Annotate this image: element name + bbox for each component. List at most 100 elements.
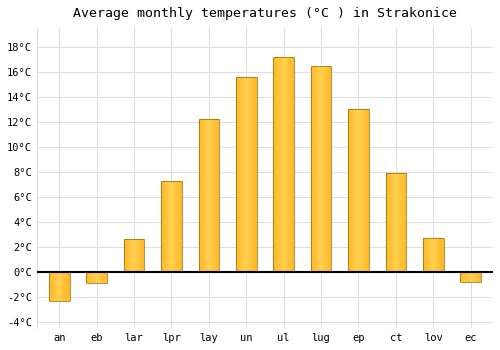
Bar (163, 181, 164, 272)
Bar (354, 109, 356, 272)
Bar (474, 272, 476, 282)
Bar (212, 119, 213, 272)
Bar (101, 272, 102, 283)
Bar (176, 181, 178, 272)
Bar (462, 272, 464, 282)
Bar (324, 65, 325, 272)
Bar (316, 65, 317, 272)
Bar (138, 239, 139, 272)
Bar (466, 272, 468, 282)
Bar (480, 272, 481, 282)
Bar (291, 57, 292, 272)
Bar (208, 119, 209, 272)
Bar (142, 239, 144, 272)
Bar (280, 57, 281, 272)
Bar (330, 65, 332, 272)
Bar (51, 272, 52, 301)
Bar (432, 238, 433, 272)
Bar (348, 109, 368, 272)
Bar (57, 272, 58, 301)
Bar (58, 272, 59, 301)
Bar (244, 77, 245, 272)
Bar (282, 57, 284, 272)
Bar (423, 238, 424, 272)
Bar (392, 173, 394, 272)
Bar (286, 57, 288, 272)
Bar (204, 119, 206, 272)
Bar (350, 109, 351, 272)
Bar (174, 181, 176, 272)
Bar (105, 272, 106, 283)
Bar (218, 119, 219, 272)
Bar (236, 77, 237, 272)
Bar (395, 173, 396, 272)
Bar (479, 272, 480, 282)
Bar (170, 181, 172, 272)
Bar (433, 238, 434, 272)
Bar (464, 272, 466, 282)
Bar (356, 109, 358, 272)
Bar (216, 119, 217, 272)
Bar (366, 109, 368, 272)
Bar (442, 238, 444, 272)
Bar (124, 239, 125, 272)
Bar (127, 239, 128, 272)
Bar (288, 57, 289, 272)
Bar (405, 173, 406, 272)
Bar (388, 173, 390, 272)
Bar (161, 181, 182, 272)
Bar (323, 65, 324, 272)
Bar (472, 272, 474, 282)
Bar (103, 272, 104, 283)
Bar (312, 65, 313, 272)
Bar (360, 109, 362, 272)
Bar (430, 238, 431, 272)
Bar (161, 181, 162, 272)
Bar (313, 65, 314, 272)
Bar (460, 272, 481, 282)
Bar (210, 119, 211, 272)
Bar (426, 238, 427, 272)
Bar (320, 65, 321, 272)
Bar (402, 173, 403, 272)
Bar (136, 239, 137, 272)
Bar (140, 239, 141, 272)
Bar (62, 272, 64, 301)
Bar (53, 272, 54, 301)
Bar (352, 109, 354, 272)
Bar (401, 173, 402, 272)
Bar (56, 272, 57, 301)
Bar (49, 272, 50, 301)
Bar (328, 65, 330, 272)
Bar (172, 181, 174, 272)
Bar (423, 238, 444, 272)
Bar (209, 119, 210, 272)
Bar (434, 238, 436, 272)
Bar (317, 65, 318, 272)
Bar (104, 272, 105, 283)
Bar (164, 181, 166, 272)
Bar (386, 173, 406, 272)
Bar (349, 109, 350, 272)
Bar (293, 57, 294, 272)
Bar (213, 119, 214, 272)
Bar (476, 272, 477, 282)
Bar (242, 77, 243, 272)
Bar (326, 65, 327, 272)
Bar (207, 119, 208, 272)
Bar (94, 272, 96, 283)
Bar (66, 272, 68, 301)
Bar (428, 238, 429, 272)
Bar (400, 173, 401, 272)
Title: Average monthly temperatures (°C ) in Strakonice: Average monthly temperatures (°C ) in St… (73, 7, 457, 20)
Bar (238, 77, 239, 272)
Bar (55, 272, 56, 301)
Bar (214, 119, 215, 272)
Bar (50, 272, 51, 301)
Bar (440, 238, 442, 272)
Bar (162, 181, 163, 272)
Bar (49, 272, 70, 301)
Bar (200, 119, 202, 272)
Bar (243, 77, 244, 272)
Bar (252, 77, 254, 272)
